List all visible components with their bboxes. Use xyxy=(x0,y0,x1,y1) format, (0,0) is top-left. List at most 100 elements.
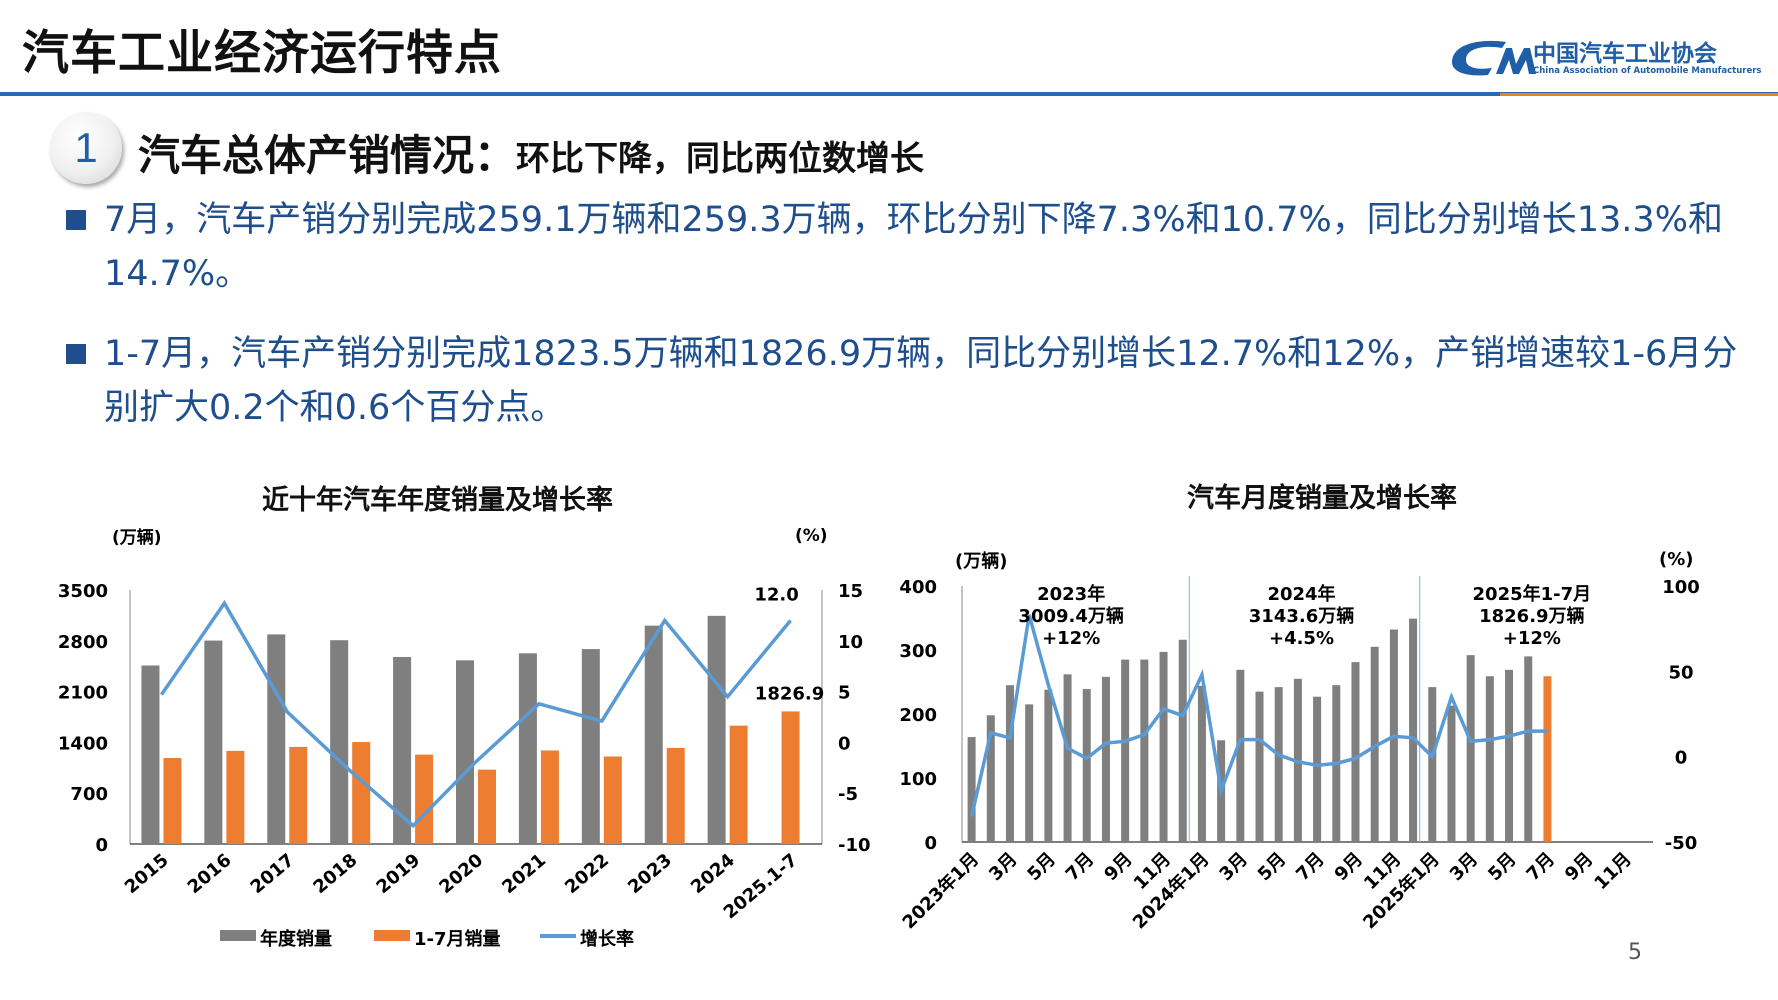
section-heading: 汽车总体产销情况：环比下降，同比两位数增长 xyxy=(138,122,924,183)
bullet-square-icon xyxy=(66,210,86,230)
bar-month-sales xyxy=(1236,669,1245,842)
bullet-text: 1-7月，汽车产销分别完成1823.5万辆和1826.9万辆，同比分别增长12.… xyxy=(104,334,1738,428)
logo-text-en: China Association of Automobile Manufact… xyxy=(1533,66,1762,76)
y-right-tick-label: 10 xyxy=(838,632,863,653)
bar-jan-jul-sales xyxy=(226,750,245,844)
legend-jan-jul-swatch xyxy=(374,930,410,941)
bar-month-sales xyxy=(1505,669,1514,842)
x-tick-label: 2017 xyxy=(247,850,299,898)
header-rule xyxy=(0,92,1778,96)
x-tick-label: 2015 xyxy=(121,850,173,898)
title-bar: 汽车工业经济运行特点 中国汽车工业协会 China Association of… xyxy=(0,0,1778,96)
header-rule-accent xyxy=(1500,93,1778,96)
bar-month-sales xyxy=(1140,659,1149,842)
bar-month-sales xyxy=(1159,651,1168,842)
y-left-tick-label: 400 xyxy=(899,577,937,598)
bar-annual-sales xyxy=(204,640,223,844)
bar-month-sales xyxy=(1313,696,1322,842)
y-right-tick-label: 0 xyxy=(1675,748,1688,769)
y-right-tick-label: 50 xyxy=(1668,662,1693,683)
bar-month-sales xyxy=(1121,659,1130,842)
bar-month-sales xyxy=(986,715,995,842)
x-tick-label: 5月 xyxy=(1484,849,1520,885)
x-tick-label: 3月 xyxy=(985,849,1021,885)
monthly-chart-title: 汽车月度销量及增长率 xyxy=(1187,483,1457,514)
bullet-text: 7月，汽车产销分别完成259.1万辆和259.3万辆，环比分别下降7.3%和10… xyxy=(104,200,1723,294)
bar-annual-sales xyxy=(267,634,286,844)
y-right-unit: (%) xyxy=(795,526,828,546)
x-tick-label: 2023年1月 xyxy=(898,848,983,933)
legend-rate-label: 增长率 xyxy=(580,928,634,950)
x-tick-label: 2018 xyxy=(310,850,362,898)
y-left-tick-label: 300 xyxy=(899,641,937,662)
bar-annual-sales xyxy=(393,656,412,844)
y-left-tick-label: 0 xyxy=(924,833,937,854)
growth-rate-line xyxy=(160,599,792,829)
bar-month-sales xyxy=(1466,655,1475,842)
growth-rate-line xyxy=(969,614,1548,817)
logo-text-cn: 中国汽车工业协会 xyxy=(1533,41,1717,67)
x-tick-label: 7月 xyxy=(1062,849,1098,885)
bar-annual-sales xyxy=(707,615,726,844)
bar-month-sales xyxy=(1178,639,1187,842)
sales-label-2025: 1826.9 xyxy=(755,683,824,704)
year-summary-label: 2023年 xyxy=(1037,583,1105,605)
bar-jan-jul-sales xyxy=(781,711,800,844)
y-left-tick-label: 700 xyxy=(70,784,108,805)
bar-annual-sales xyxy=(456,660,474,844)
bar-jan-jul-sales xyxy=(352,742,371,844)
bar-month-sales xyxy=(1005,685,1014,842)
bar-month-sales xyxy=(1255,691,1264,842)
section-subtitle: 环比下降，同比两位数增长 xyxy=(516,139,925,179)
y-right-tick-label: -5 xyxy=(838,784,858,805)
x-tick-label: 2022 xyxy=(561,850,613,898)
year-summary-label: +4.5% xyxy=(1269,628,1334,649)
x-tick-label: 7月 xyxy=(1523,849,1559,885)
bar-month-sales xyxy=(1428,687,1437,842)
y-left-tick-label: 0 xyxy=(95,835,108,856)
bar-jan-jul-sales xyxy=(540,750,559,844)
page-title: 汽车工业经济运行特点 xyxy=(22,26,502,81)
y-left-tick-label: 2800 xyxy=(58,632,108,653)
bar-annual-sales xyxy=(581,649,600,844)
x-tick-label: 5月 xyxy=(1023,849,1059,885)
y-right-tick-label: 5 xyxy=(838,683,851,704)
year-summary-label: +12% xyxy=(1042,628,1100,649)
bar-jan-jul-sales xyxy=(163,758,182,844)
x-tick-label: 2016 xyxy=(184,850,236,898)
bar-month-sales xyxy=(1485,676,1494,842)
bar-month-sales xyxy=(967,737,976,842)
bullet-square-icon xyxy=(66,344,86,364)
y-left-tick-label: 1400 xyxy=(58,733,108,754)
bar-month-sales xyxy=(1082,689,1091,842)
bar-month-sales xyxy=(1447,705,1456,842)
year-summary-label: 2024年 xyxy=(1267,583,1335,605)
x-tick-label: 2023 xyxy=(624,850,676,898)
bar-annual-sales xyxy=(330,640,349,844)
year-summary-label: 3143.6万辆 xyxy=(1249,605,1354,627)
y-right-tick-label: 0 xyxy=(838,733,851,754)
y-left-unit: (万辆) xyxy=(112,527,162,548)
bar-month-sales xyxy=(1370,646,1379,842)
y-right-tick-label: 100 xyxy=(1662,577,1700,598)
bar-month-sales xyxy=(1197,685,1206,842)
y-right-tick-label: -10 xyxy=(838,835,871,856)
year-summary-label: +12% xyxy=(1503,628,1561,649)
bar-jan-jul-sales xyxy=(289,746,308,844)
x-tick-label: 7月 xyxy=(1292,849,1328,885)
page-number: 5 xyxy=(1628,940,1642,965)
bar-month-sales xyxy=(1351,662,1360,842)
bar-jan-jul-sales xyxy=(729,725,748,844)
bar-month-sales-current xyxy=(1543,676,1552,842)
legend-annual-swatch xyxy=(220,930,256,941)
bar-annual-sales xyxy=(644,625,663,844)
annual-chart-title: 近十年汽车年度销量及增长率 xyxy=(262,485,613,516)
bar-month-sales xyxy=(1524,656,1533,842)
y-left-tick-label: 3500 xyxy=(58,581,108,602)
y-right-tick-label: 15 xyxy=(838,581,863,602)
y-left-unit: (万辆) xyxy=(955,550,1007,572)
x-tick-label: 2021 xyxy=(498,850,550,898)
x-tick-label: 2019 xyxy=(372,850,424,898)
legend-jan-jul-label: 1-7月销量 xyxy=(414,928,501,950)
y-left-tick-label: 200 xyxy=(899,705,937,726)
